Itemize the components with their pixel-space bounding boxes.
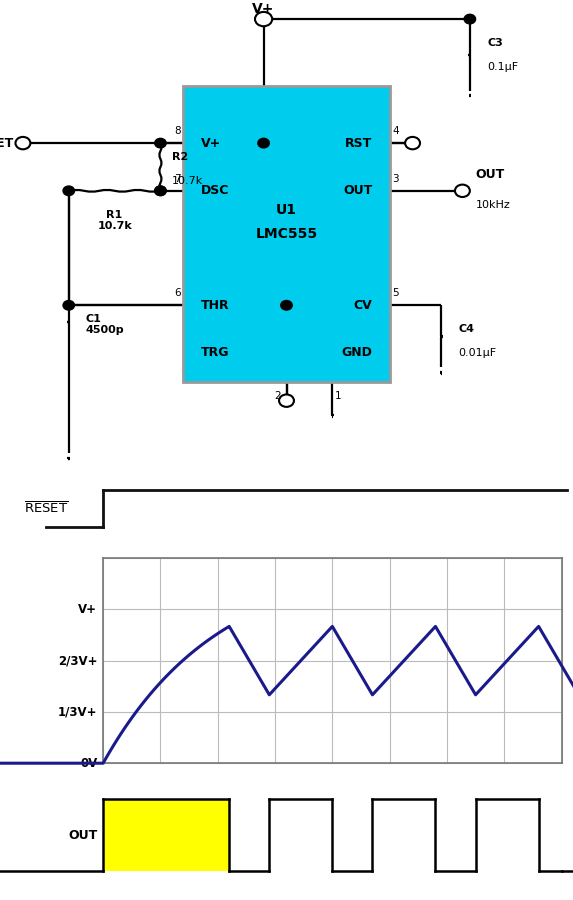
Text: 10kHz: 10kHz <box>476 201 511 211</box>
Text: 1: 1 <box>335 392 342 401</box>
Text: CV: CV <box>354 299 372 311</box>
Text: R1
10.7k: R1 10.7k <box>97 210 132 231</box>
Text: R2: R2 <box>172 152 188 162</box>
Text: 2/3V+: 2/3V+ <box>58 654 97 667</box>
Text: RST: RST <box>345 137 372 149</box>
Circle shape <box>464 14 476 23</box>
Text: C1
4500p: C1 4500p <box>86 313 124 335</box>
Text: V+: V+ <box>201 137 221 149</box>
Text: 0V: 0V <box>80 757 97 770</box>
Circle shape <box>155 186 166 195</box>
Text: LMC555: LMC555 <box>256 227 317 240</box>
Text: 7: 7 <box>174 174 180 184</box>
Text: U1: U1 <box>276 202 297 217</box>
Text: 0.1μF: 0.1μF <box>487 62 518 72</box>
Text: $\overline{\rm RESET}$: $\overline{\rm RESET}$ <box>23 500 68 517</box>
Text: RESET: RESET <box>0 137 14 149</box>
Circle shape <box>255 12 272 26</box>
Circle shape <box>405 137 420 149</box>
Text: 2: 2 <box>274 392 281 401</box>
Text: DSC: DSC <box>201 184 229 197</box>
Text: TRG: TRG <box>201 346 229 359</box>
Text: C4: C4 <box>458 324 474 334</box>
Text: C3: C3 <box>487 38 503 48</box>
Text: V+: V+ <box>252 3 275 16</box>
Text: 5: 5 <box>393 288 399 298</box>
Text: 1/3V+: 1/3V+ <box>58 706 97 718</box>
Text: 4: 4 <box>393 126 399 136</box>
Text: 6: 6 <box>174 288 180 298</box>
Text: OUT: OUT <box>343 184 372 197</box>
Text: 8: 8 <box>174 126 180 136</box>
Circle shape <box>281 301 292 310</box>
Text: 0.01μF: 0.01μF <box>458 348 497 358</box>
Circle shape <box>279 394 294 407</box>
Text: OUT: OUT <box>476 168 505 181</box>
Bar <box>103 799 229 871</box>
Text: THR: THR <box>201 299 229 311</box>
Circle shape <box>63 186 74 195</box>
Bar <box>183 86 390 382</box>
Circle shape <box>155 139 166 148</box>
Circle shape <box>63 301 74 310</box>
Text: OUT: OUT <box>68 829 97 842</box>
Circle shape <box>15 137 30 149</box>
Circle shape <box>258 139 269 148</box>
Text: V+: V+ <box>79 603 97 616</box>
Text: 10.7k: 10.7k <box>172 176 203 186</box>
Text: GND: GND <box>342 346 372 359</box>
Text: 3: 3 <box>393 174 399 184</box>
Circle shape <box>155 186 166 195</box>
Circle shape <box>455 184 470 197</box>
